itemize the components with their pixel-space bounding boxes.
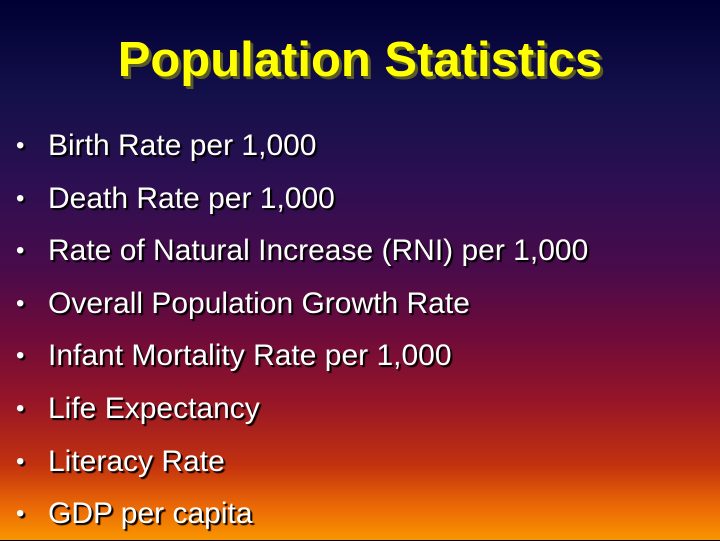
- bullet-icon: •: [16, 237, 25, 265]
- bullet-text: Life Expectancy: [48, 391, 260, 425]
- bullet-item: • Life Expectancy: [0, 383, 720, 436]
- bullet-item: • Death Rate per 1,000: [0, 173, 720, 226]
- bullet-text: Literacy Rate: [48, 444, 225, 478]
- bullet-item: • Birth Rate per 1,000: [0, 120, 720, 173]
- bullet-icon: •: [16, 342, 25, 370]
- bullet-item: • Infant Mortality Rate per 1,000: [0, 330, 720, 383]
- bullet-icon: •: [16, 500, 25, 528]
- bullet-item: • Rate of Natural Increase (RNI) per 1,0…: [0, 225, 720, 278]
- bullet-item: • Literacy Rate: [0, 436, 720, 489]
- bullet-icon: •: [16, 394, 25, 422]
- bullet-text: GDP per capita: [48, 497, 253, 531]
- bullet-icon: •: [16, 289, 25, 317]
- bullet-item: • Overall Population Growth Rate: [0, 278, 720, 331]
- bullet-icon: •: [16, 184, 25, 212]
- bullet-text: Overall Population Growth Rate: [48, 286, 470, 320]
- bullet-icon: •: [16, 132, 25, 159]
- slide-title: Population Statistics: [117, 33, 603, 87]
- bullet-item: • GDP per capita: [0, 488, 720, 541]
- bullet-icon: •: [16, 447, 25, 475]
- bullet-text: Infant Mortality Rate per 1,000: [48, 339, 452, 373]
- bullet-list: • Birth Rate per 1,000 • Death Rate per …: [0, 120, 720, 541]
- bullet-text: Rate of Natural Increase (RNI) per 1,000: [48, 234, 589, 268]
- bullet-text: Birth Rate per 1,000: [48, 129, 317, 162]
- bullet-text: Death Rate per 1,000: [48, 181, 335, 215]
